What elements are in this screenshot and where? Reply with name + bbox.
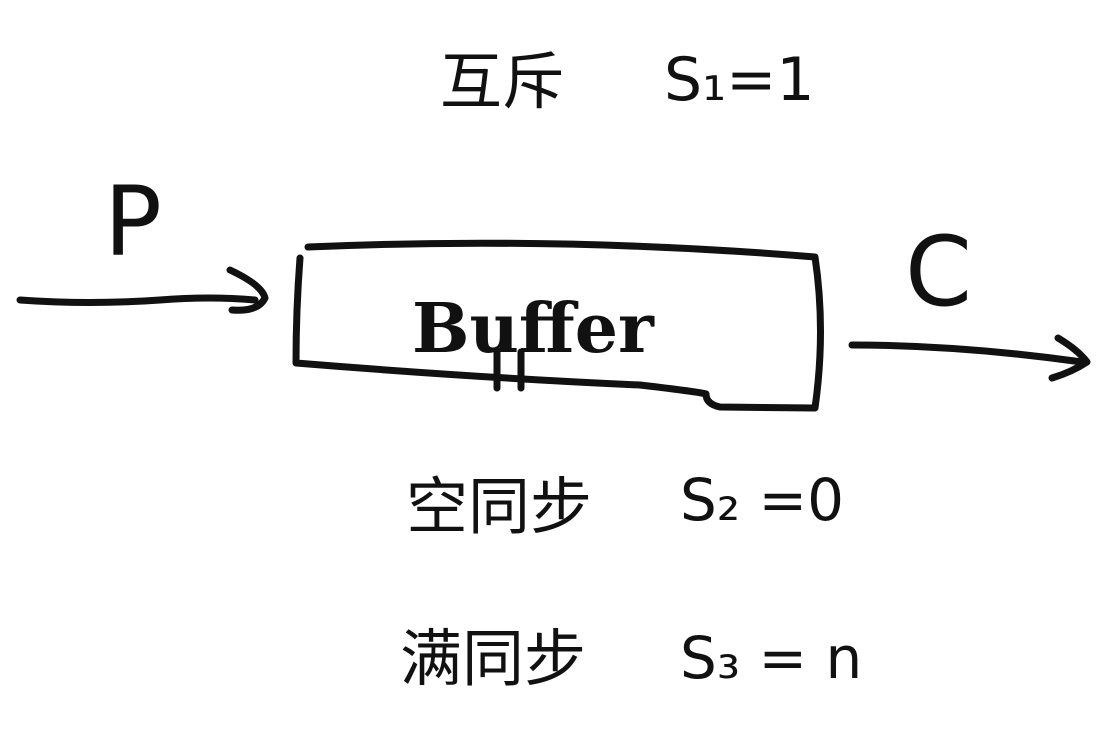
- full-semaphore: S₃ = n: [680, 624, 862, 692]
- empty-sync-label: 空同步: [406, 470, 592, 543]
- empty-semaphore: S₂ =0: [680, 466, 844, 534]
- consumer-label: C: [905, 216, 972, 328]
- full-sync-label: 满同步: [400, 622, 586, 695]
- producer-arrow: [16, 294, 259, 306]
- producer-arrowhead: [226, 266, 269, 314]
- mutex-label: 互斥: [440, 45, 564, 118]
- buffer-box: [292, 239, 824, 412]
- consumer-arrowhead: [1048, 334, 1091, 382]
- mutex-semaphore: S₁=1: [664, 45, 815, 115]
- consumer-arrow: [848, 341, 1086, 366]
- buffer-label: Buffer: [412, 289, 655, 369]
- producer-label: P: [104, 166, 162, 278]
